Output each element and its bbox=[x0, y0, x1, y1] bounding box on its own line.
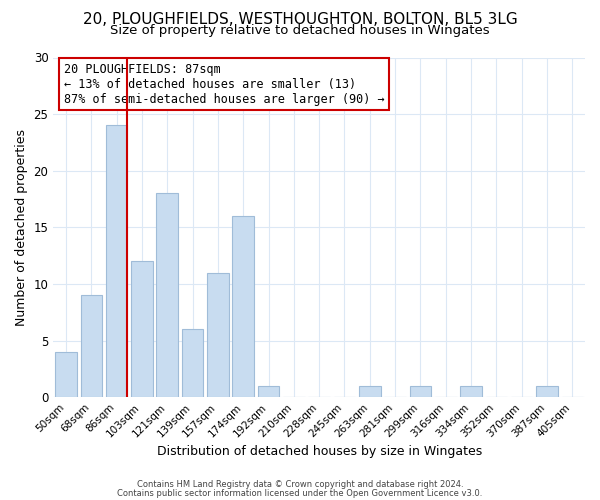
Bar bbox=[106, 126, 127, 397]
Bar bbox=[359, 386, 380, 397]
Bar bbox=[157, 194, 178, 397]
Text: Contains HM Land Registry data © Crown copyright and database right 2024.: Contains HM Land Registry data © Crown c… bbox=[137, 480, 463, 489]
Bar bbox=[182, 330, 203, 397]
Bar bbox=[258, 386, 279, 397]
Bar bbox=[536, 386, 558, 397]
Text: Contains public sector information licensed under the Open Government Licence v3: Contains public sector information licen… bbox=[118, 488, 482, 498]
Bar bbox=[80, 296, 102, 397]
Bar bbox=[410, 386, 431, 397]
Bar bbox=[131, 262, 152, 397]
X-axis label: Distribution of detached houses by size in Wingates: Distribution of detached houses by size … bbox=[157, 444, 482, 458]
Y-axis label: Number of detached properties: Number of detached properties bbox=[15, 129, 28, 326]
Text: 20, PLOUGHFIELDS, WESTHOUGHTON, BOLTON, BL5 3LG: 20, PLOUGHFIELDS, WESTHOUGHTON, BOLTON, … bbox=[83, 12, 517, 28]
Bar bbox=[207, 272, 229, 397]
Text: 20 PLOUGHFIELDS: 87sqm
← 13% of detached houses are smaller (13)
87% of semi-det: 20 PLOUGHFIELDS: 87sqm ← 13% of detached… bbox=[64, 62, 385, 106]
Bar bbox=[55, 352, 77, 397]
Bar bbox=[232, 216, 254, 397]
Bar bbox=[460, 386, 482, 397]
Text: Size of property relative to detached houses in Wingates: Size of property relative to detached ho… bbox=[110, 24, 490, 37]
